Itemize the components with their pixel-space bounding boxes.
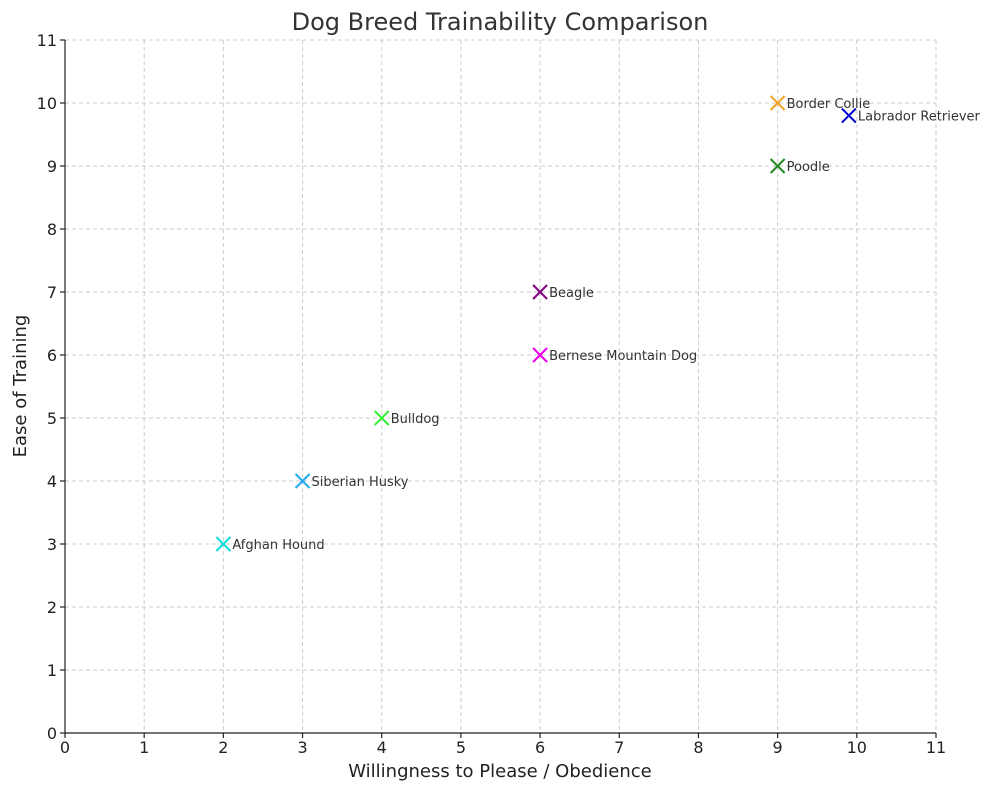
x-tick-label: 10 (847, 738, 867, 757)
x-tick-label: 3 (297, 738, 307, 757)
point-label-bernese-mountain-dog: Bernese Mountain Dog (549, 349, 697, 364)
x-tick-label: 1 (139, 738, 149, 757)
y-tick-label: 9 (47, 157, 57, 176)
point-labrador-retriever: Labrador Retriever (841, 107, 981, 125)
marker-stroke-b (294, 473, 311, 489)
y-tick-label: 0 (47, 724, 57, 743)
point-label-labrador-retriever: Labrador Retriever (858, 110, 981, 125)
point-label-border-collie: Border Collie (787, 97, 871, 112)
marker-stroke-b (769, 158, 786, 174)
y-tick-label: 5 (47, 409, 57, 428)
y-tick-label: 7 (47, 283, 57, 302)
y-tick-label: 3 (47, 535, 57, 554)
marker-stroke-b (215, 536, 232, 552)
point-label-bulldog: Bulldog (391, 412, 440, 427)
x-tick-label: 6 (535, 738, 545, 757)
point-siberian-husky: Siberian Husky (294, 473, 409, 490)
y-tick-label: 4 (47, 472, 57, 491)
y-tick-label: 1 (47, 661, 57, 680)
x-tick-label: 7 (614, 738, 624, 757)
point-bernese-mountain-dog: Bernese Mountain Dog (532, 347, 697, 364)
x-tick-label: 4 (377, 738, 387, 757)
x-tick-label: 11 (926, 738, 946, 757)
grid-layer (65, 39, 937, 733)
y-tick-label: 10 (37, 94, 57, 113)
marker-stroke-b (374, 410, 390, 426)
x-tick-label: 2 (218, 738, 228, 757)
axis-layer: 0 1 2 3 4 5 6 7 8 9 10 11 0 1 2 3 4 5 6 7 8 9 10 11 (37, 31, 947, 757)
point-label-beagle: Beagle (549, 286, 594, 301)
y-tick-label: 8 (47, 220, 57, 239)
x-tick-label: 9 (773, 738, 783, 757)
point-afghan-hound: Afghan Hound (215, 536, 325, 553)
point-border-collie: Border Collie (769, 95, 871, 112)
marker-stroke-b (532, 284, 548, 300)
y-tick-label: 6 (47, 346, 57, 365)
marker-stroke-b (841, 107, 857, 124)
point-label-poodle: Poodle (787, 160, 830, 175)
y-tick-label: 11 (37, 31, 57, 50)
marker-stroke-b (532, 347, 548, 363)
point-beagle: Beagle (532, 284, 594, 301)
point-poodle: Poodle (769, 158, 830, 175)
y-tick-label: 2 (47, 598, 57, 617)
point-label-siberian-husky: Siberian Husky (312, 475, 409, 490)
x-tick-label: 8 (693, 738, 703, 757)
x-tick-label: 5 (456, 738, 466, 757)
y-axis-title: Ease of Training (10, 315, 31, 458)
point-label-afghan-hound: Afghan Hound (232, 538, 324, 553)
marker-stroke-b (769, 95, 786, 111)
point-bulldog: Bulldog (374, 410, 440, 427)
x-axis-title: Willingness to Please / Obedience (348, 761, 651, 782)
chart-title: Dog Breed Trainability Comparison (292, 8, 709, 36)
x-tick-label: 0 (60, 738, 70, 757)
